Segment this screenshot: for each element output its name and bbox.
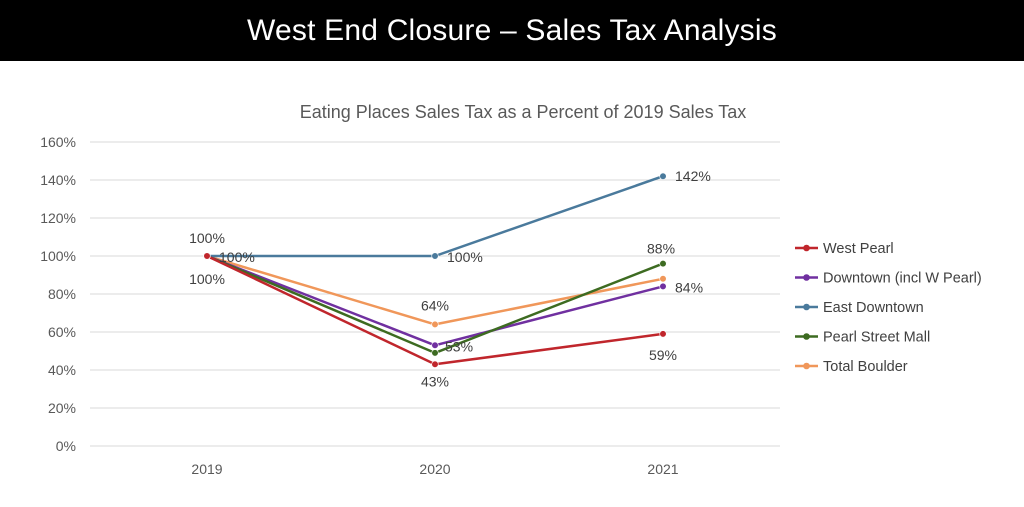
chart-data-labels: 43% 59% 53% 84% 100% 100% 142% 100% 88% 100% 64%	[189, 168, 711, 389]
legend-label: Total Boulder	[823, 359, 908, 375]
legend-marker	[803, 244, 810, 252]
data-point	[659, 282, 667, 291]
y-tick-label: 0%	[56, 438, 76, 454]
y-tick-label: 160%	[40, 134, 76, 150]
data-label: 100%	[219, 249, 255, 265]
data-label: 88%	[647, 241, 675, 257]
legend-item: West Pearl	[795, 241, 894, 257]
y-tick-label: 20%	[48, 400, 76, 416]
data-point	[431, 360, 439, 368]
data-point	[431, 341, 439, 349]
slide-title: West End Closure – Sales Tax Analysis	[247, 13, 777, 47]
y-tick-label: 60%	[48, 324, 76, 340]
data-point	[659, 172, 667, 180]
data-label: 64%	[421, 297, 449, 313]
data-point	[659, 275, 667, 283]
data-point	[659, 330, 667, 338]
legend-item: Total Boulder	[795, 359, 908, 375]
chart-series-lines	[206, 175, 664, 366]
legend-item: East Downtown	[795, 300, 924, 316]
chart-title: Eating Places Sales Tax as a Percent of …	[300, 102, 747, 122]
x-tick-label: 2019	[191, 461, 222, 477]
legend-label: West Pearl	[823, 241, 894, 257]
x-tick-label: 2021	[647, 461, 678, 477]
legend-item: Downtown (incl W Pearl)	[795, 271, 982, 287]
y-axis: 0% 20% 40% 60% 80% 100% 120% 140% 160%	[40, 134, 76, 454]
data-point	[203, 252, 211, 260]
legend-marker	[803, 333, 810, 340]
data-point	[431, 349, 439, 357]
series-line	[207, 175, 664, 258]
data-label: 142%	[675, 168, 711, 184]
data-label: 59%	[649, 347, 677, 363]
legend-marker	[803, 303, 810, 311]
data-label: 100%	[189, 230, 225, 246]
y-tick-label: 100%	[40, 248, 76, 264]
x-tick-label: 2020	[419, 461, 450, 477]
data-point	[431, 252, 439, 260]
legend-marker	[803, 362, 810, 370]
y-tick-label: 40%	[48, 362, 76, 378]
chart-legend: West Pearl Downtown (incl W Pearl) East Do…	[795, 241, 982, 375]
x-axis: 2019 2020 2021	[191, 461, 678, 477]
data-point	[659, 260, 667, 268]
data-label: 100%	[447, 249, 483, 265]
legend-marker	[803, 274, 810, 281]
y-tick-label: 140%	[40, 172, 76, 188]
y-tick-label: 80%	[48, 286, 76, 302]
data-point	[431, 320, 439, 329]
data-label: 53%	[445, 338, 473, 354]
slide-title-banner: West End Closure – Sales Tax Analysis	[0, 0, 1024, 61]
chart-series-markers	[203, 172, 667, 368]
data-label: 84%	[675, 279, 703, 295]
y-tick-label: 120%	[40, 210, 76, 226]
legend-item: Pearl Street Mall	[795, 330, 930, 346]
data-label: 43%	[421, 373, 449, 389]
legend-label: Pearl Street Mall	[823, 330, 930, 346]
legend-label: East Downtown	[823, 300, 924, 316]
data-label: 100%	[189, 271, 225, 287]
legend-label: Downtown (incl W Pearl)	[823, 271, 982, 287]
